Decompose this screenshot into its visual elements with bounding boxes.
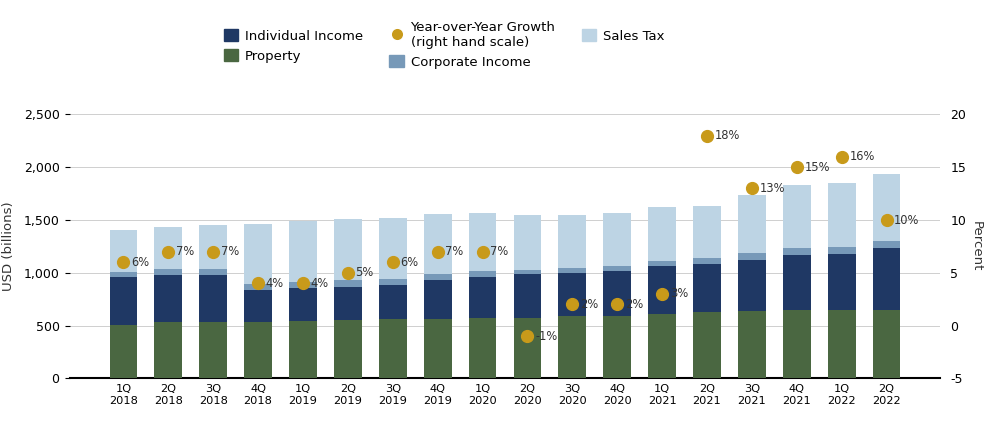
Bar — [334, 219, 362, 280]
Bar — [469, 271, 496, 277]
Bar — [199, 269, 227, 275]
Bar — [244, 323, 272, 378]
Text: 7%: 7% — [176, 245, 194, 258]
Bar — [424, 214, 452, 274]
Bar — [648, 207, 676, 261]
Text: 5%: 5% — [356, 266, 374, 279]
Bar — [603, 315, 631, 378]
Text: -1%: -1% — [535, 330, 557, 343]
Bar — [379, 279, 407, 285]
Bar — [738, 260, 766, 311]
Bar — [244, 284, 272, 290]
Bar — [738, 311, 766, 378]
Bar — [154, 275, 182, 322]
Bar — [424, 280, 452, 319]
Bar — [828, 247, 856, 254]
Bar — [693, 312, 721, 378]
Bar — [514, 270, 541, 275]
Bar — [424, 274, 452, 280]
Bar — [873, 248, 900, 310]
Text: 4%: 4% — [311, 277, 329, 290]
Bar — [603, 213, 631, 266]
Bar — [603, 271, 631, 315]
Y-axis label: USD (billions): USD (billions) — [2, 202, 15, 291]
Bar — [783, 184, 811, 248]
Bar — [379, 319, 407, 378]
Bar — [379, 218, 407, 279]
Bar — [648, 267, 676, 314]
Bar — [199, 275, 227, 322]
Text: 2%: 2% — [580, 298, 598, 311]
Bar — [110, 271, 137, 277]
Bar — [110, 231, 137, 271]
Text: 4%: 4% — [266, 277, 284, 290]
Bar — [110, 277, 137, 325]
Bar — [334, 320, 362, 378]
Bar — [110, 325, 137, 378]
Bar — [469, 277, 496, 318]
Bar — [648, 314, 676, 378]
Bar — [693, 264, 721, 312]
Bar — [693, 258, 721, 264]
Bar — [244, 224, 272, 284]
Text: 3%: 3% — [670, 287, 688, 301]
Bar — [783, 255, 811, 310]
Text: 6%: 6% — [131, 256, 149, 269]
Text: 15%: 15% — [804, 161, 830, 174]
Text: 2%: 2% — [625, 298, 643, 311]
Bar — [873, 310, 900, 378]
Bar — [289, 288, 317, 320]
Bar — [873, 174, 900, 241]
Bar — [514, 275, 541, 318]
Bar — [558, 273, 586, 316]
Bar — [154, 322, 182, 378]
Bar — [514, 318, 541, 378]
Bar — [648, 261, 676, 267]
Text: 16%: 16% — [849, 150, 875, 163]
Bar — [154, 269, 182, 275]
Y-axis label: Percent: Percent — [970, 221, 983, 271]
Bar — [289, 221, 317, 282]
Bar — [244, 290, 272, 323]
Bar — [738, 195, 766, 253]
Bar — [828, 183, 856, 247]
Bar — [693, 206, 721, 258]
Bar — [199, 322, 227, 378]
Text: 18%: 18% — [715, 129, 740, 142]
Bar — [199, 225, 227, 269]
Bar — [379, 285, 407, 319]
Bar — [424, 319, 452, 378]
Text: 13%: 13% — [760, 182, 785, 195]
Bar — [738, 253, 766, 260]
Bar — [828, 254, 856, 310]
Bar — [603, 266, 631, 271]
Bar — [289, 320, 317, 378]
Text: 7%: 7% — [490, 245, 508, 258]
Bar — [514, 215, 541, 270]
Bar — [154, 227, 182, 269]
Text: 7%: 7% — [221, 245, 239, 258]
Bar — [558, 215, 586, 268]
Bar — [783, 310, 811, 378]
Legend: Individual Income, Property, Year-over-Year Growth
(right hand scale), Corporate: Individual Income, Property, Year-over-Y… — [224, 21, 664, 69]
Bar — [289, 282, 317, 288]
Bar — [558, 268, 586, 273]
Bar — [828, 310, 856, 378]
Bar — [469, 318, 496, 378]
Text: 7%: 7% — [445, 245, 464, 258]
Bar — [558, 316, 586, 378]
Bar — [469, 213, 496, 271]
Text: 10%: 10% — [894, 213, 920, 227]
Bar — [334, 286, 362, 320]
Bar — [334, 280, 362, 286]
Bar — [783, 248, 811, 255]
Text: 6%: 6% — [400, 256, 419, 269]
Bar — [873, 241, 900, 248]
